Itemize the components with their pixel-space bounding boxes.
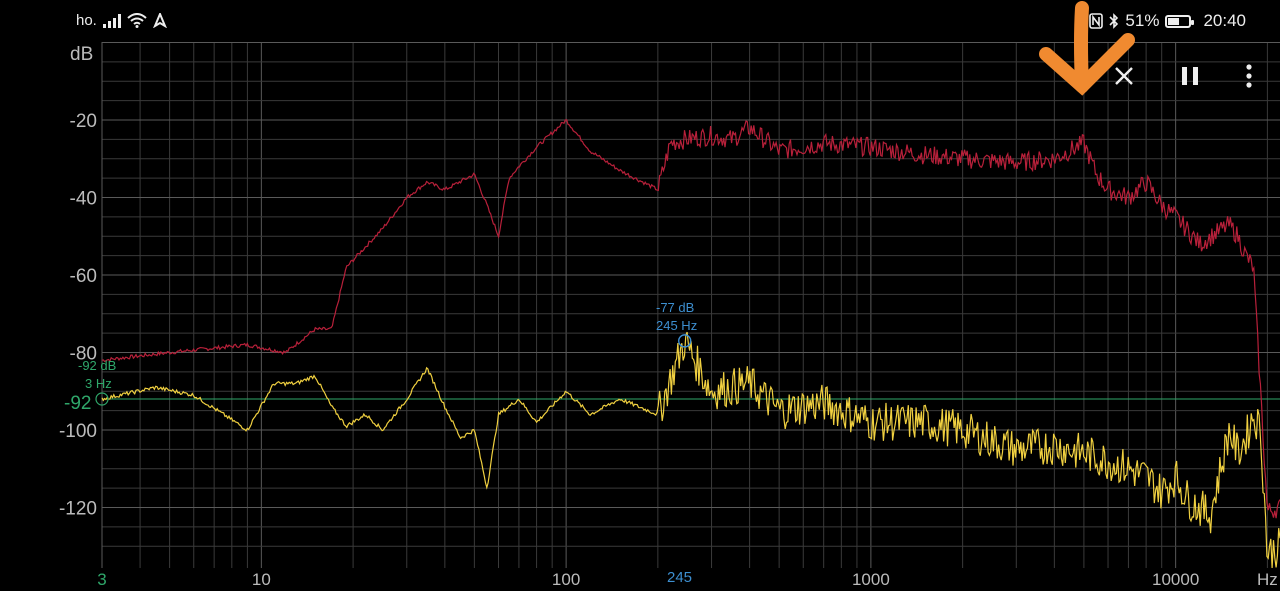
clock: 20:40 [1203, 11, 1246, 30]
annotation-arrow-icon [1039, 1, 1135, 96]
battery-icon [1165, 14, 1195, 28]
threshold-readout-hz: 3 Hz [85, 376, 112, 391]
y-tick-label: -20 [70, 111, 97, 132]
more-vert-icon [1246, 64, 1252, 88]
pause-button[interactable] [1172, 58, 1208, 94]
signal-icon [102, 13, 121, 28]
status-bar: ho. 51% 20:40 [0, 0, 1280, 40]
data-arrows-icon [152, 13, 167, 28]
y-tick-label: -60 [70, 266, 97, 287]
more-options-button[interactable] [1231, 58, 1267, 94]
y-tick-label: -40 [70, 189, 97, 210]
x-tick-label: 10 [252, 570, 271, 589]
pause-icon [1182, 67, 1198, 85]
x-axis-tick-labels: 3 10 100 1000 10000 [97, 570, 1199, 589]
y-tick-label: -100 [59, 421, 97, 442]
close-button[interactable] [1106, 58, 1142, 94]
chart-grid [101, 42, 1280, 568]
x-tick-label: 100 [552, 570, 580, 589]
carrier-label: ho. [76, 12, 97, 29]
x-tick-label: 10000 [1152, 570, 1199, 589]
peak-hold-series-line [101, 119, 1280, 519]
bluetooth-icon [1109, 13, 1119, 29]
peak-readout-db: -77 dB [656, 300, 694, 315]
x-axis-unit: Hz [1257, 570, 1278, 589]
status-right: 51% 20:40 [1089, 11, 1246, 31]
x-tick-label: 3 [97, 570, 106, 589]
y-axis-tick-labels: -20 -40 -60 -80 -100 -120 [59, 111, 97, 520]
live-series-line [101, 331, 1280, 569]
status-left: ho. [76, 12, 167, 29]
close-icon [1115, 67, 1133, 85]
threshold-label: -92 [64, 393, 91, 414]
wifi-icon [127, 13, 147, 28]
threshold-marker[interactable] [95, 392, 109, 406]
peak-readout-hz: 245 Hz [656, 318, 697, 333]
x-tick-label: 1000 [852, 570, 890, 589]
peak-x-label: 245 [667, 569, 692, 586]
y-axis-unit: dB [70, 44, 93, 65]
y-tick-label: -80 [70, 344, 97, 365]
threshold-readout-db: -92 dB [78, 358, 116, 373]
battery-percent: 51% [1125, 11, 1160, 30]
y-tick-label: -120 [59, 499, 97, 520]
peak-cursor-marker[interactable] [678, 334, 692, 348]
nfc-icon [1089, 13, 1104, 29]
